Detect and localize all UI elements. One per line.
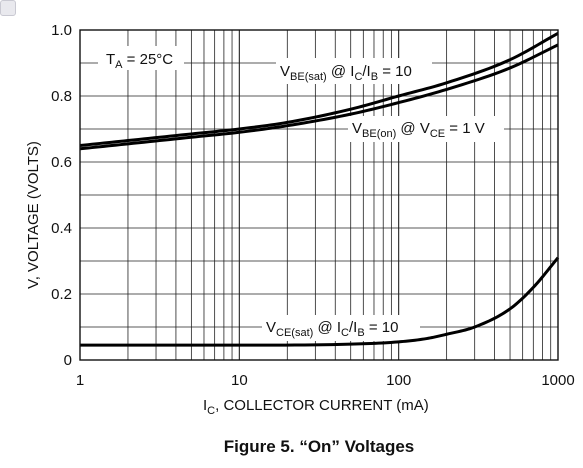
y-axis-title: V, VOLTAGE (VOLTS) (25, 141, 42, 289)
curve-vce-sat (80, 256, 560, 347)
curve-vbe-sat (79, 31, 559, 147)
vbe-sat-at: @ I (327, 63, 355, 80)
y-tick-label: 0.4 (51, 220, 72, 237)
annotation-temperature: TA = 25°C (98, 46, 184, 71)
vbe-sat-slash: /I (362, 63, 370, 80)
vce-sat-value: = 10 (365, 319, 399, 336)
y-tick-label: 0 (64, 352, 72, 369)
ta-symbol: T (106, 51, 115, 68)
y-tick-label: 0.2 (51, 286, 72, 303)
vbe-sat-symbol: V (280, 63, 290, 80)
y-tick-label: 0.6 (51, 154, 72, 171)
vce-sat-symbol: V (266, 319, 276, 336)
svg-text:VBE(on) @ VCE = 1 V: VBE(on) @ VCE = 1 V (352, 120, 485, 140)
vce-sat-at: @ I (313, 319, 341, 336)
vbe-sat-ic-sub: C (354, 71, 362, 83)
annotation-vce-sat: VCE(sat) @ IC/IB = 10 (262, 315, 420, 341)
x-axis-title-text: , COLLECTOR CURRENT (mA) (215, 397, 429, 414)
vce-sat-ib-sub: B (357, 327, 364, 339)
vbe-sat-ib-sub: B (371, 71, 378, 83)
vbe-on-ce-sub: CE (430, 128, 445, 140)
ta-subscript: A (115, 59, 123, 71)
annotation-vbe-sat: VBE(sat) @ IC/IB = 10 (276, 58, 432, 84)
ta-value: = 25°C (123, 51, 174, 68)
series-layer (79, 31, 560, 347)
x-tick-label: 100 (386, 372, 411, 389)
vbe-on-at: @ V (396, 120, 430, 137)
x-tick-label: 1000 (541, 372, 574, 389)
curve-vbe-on (79, 43, 559, 151)
plot-frame (79, 29, 559, 361)
x-axis-title-subscript: C (207, 405, 215, 417)
vbe-on-symbol: V (352, 120, 362, 137)
svg-text:VBE(sat) @ IC/IB = 10: VBE(sat) @ IC/IB = 10 (280, 63, 412, 83)
figure-caption: Figure 5. “On” Voltages (224, 437, 415, 456)
x-axis-title: IC, COLLECTOR CURRENT (mA) (203, 397, 429, 417)
vce-sat-slash: /I (349, 319, 357, 336)
vce-sat-ic-sub: C (341, 327, 349, 339)
x-tick-label: 10 (231, 372, 248, 389)
vbe-on-subscript: BE(on) (362, 128, 396, 140)
vbe-on-value: = 1 V (445, 120, 485, 137)
vce-sat-subscript: CE(sat) (276, 327, 313, 339)
annotation-vbe-on: VBE(on) @ VCE = 1 V (348, 116, 504, 142)
y-tick-label: 1.0 (51, 22, 72, 39)
window-corner-button[interactable] (0, 0, 16, 16)
svg-text:VCE(sat) @ IC/IB = 10: VCE(sat) @ IC/IB = 10 (266, 319, 398, 339)
x-tick-label: 1 (76, 372, 84, 389)
y-tick-label: 0.8 (51, 88, 72, 105)
vbe-sat-subscript: BE(sat) (290, 71, 327, 83)
vbe-sat-value: = 10 (378, 63, 412, 80)
svg-text:TA = 25°C: TA = 25°C (106, 51, 173, 71)
x-axis-title-symbol: I (203, 397, 207, 414)
tick-labels: 1 10 100 1000 0 0.2 0.4 0.6 0.8 1.0 (51, 22, 575, 389)
grid-layer (80, 30, 558, 360)
